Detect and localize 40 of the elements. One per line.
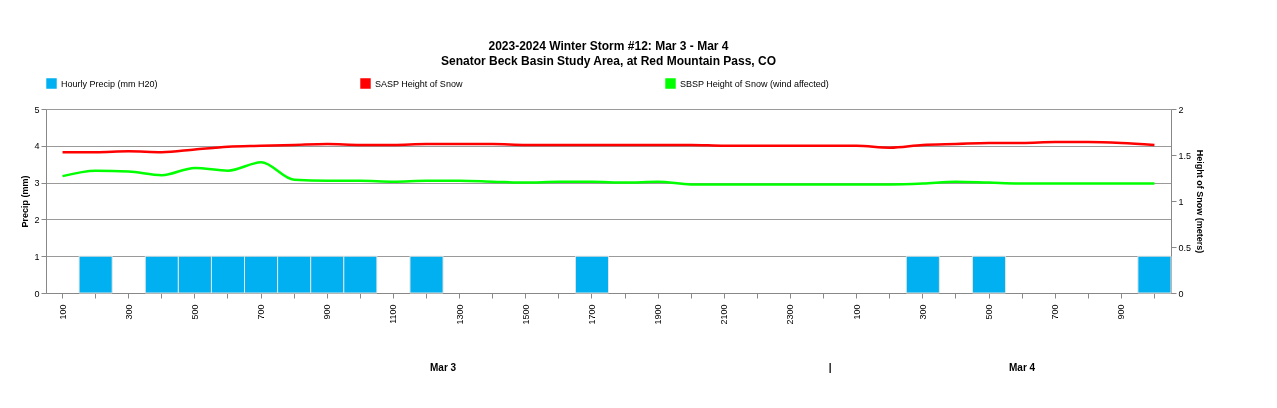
x-tick-label: 1300 bbox=[454, 304, 465, 325]
x-tick-label: 2100 bbox=[719, 304, 730, 325]
x-tick-label: 1900 bbox=[653, 304, 664, 325]
text: | bbox=[828, 362, 832, 373]
y-tick-label: 2 bbox=[34, 214, 40, 225]
y2-tick-label: 0 bbox=[1178, 288, 1184, 299]
line-series bbox=[61, 140, 1156, 154]
x-tick-label: 100 bbox=[57, 304, 68, 320]
x-tick-label: 500 bbox=[189, 304, 200, 320]
y-tick-label: 5 bbox=[34, 104, 40, 115]
x-tick-label: 1100 bbox=[388, 304, 399, 324]
x-tick-label: 900 bbox=[1116, 304, 1127, 320]
x-tick-label: 700 bbox=[1050, 304, 1061, 320]
y-tick-label: 0 bbox=[34, 288, 40, 299]
x-tick-label: 1500 bbox=[520, 304, 531, 325]
x-tick-label: 700 bbox=[256, 304, 267, 320]
y-tick-label: 3 bbox=[34, 178, 40, 189]
y2-tick-label: 2 bbox=[1178, 104, 1184, 115]
legend-label: SASP Height of Snow bbox=[375, 78, 463, 89]
y-axis-title: Precip (mm) bbox=[20, 175, 31, 228]
x-tick-label: 500 bbox=[984, 304, 995, 320]
legend-label: Hourly Precip (mm H20) bbox=[61, 78, 158, 89]
x-tick-label: 300 bbox=[917, 304, 928, 320]
x-tick-label: 100 bbox=[851, 304, 862, 320]
x-tick-label: 300 bbox=[123, 304, 134, 320]
x-tick-label: 900 bbox=[322, 304, 333, 320]
chart-subtitle: Senator Beck Basin Study Area, at Red Mountain Pass, CO bbox=[441, 54, 776, 68]
x-tick-label: 1700 bbox=[586, 304, 597, 325]
y-tick-label: 4 bbox=[34, 141, 40, 152]
legend-label: SBSP Height of Snow (wind affected) bbox=[680, 78, 829, 89]
text: Mar 4 bbox=[1009, 362, 1036, 373]
y2-tick-label: 1 bbox=[1178, 196, 1184, 207]
y2-axis-title: Height of Snow (meters) bbox=[1195, 149, 1206, 254]
chart-title: 2023-2024 Winter Storm #12: Mar 3 - Mar 4 bbox=[488, 39, 729, 53]
y2-tick-label: 0.5 bbox=[1178, 242, 1192, 253]
text: Mar 3 bbox=[430, 362, 457, 373]
x-tick-label: 2300 bbox=[785, 304, 796, 325]
y2-tick-label: 1.5 bbox=[1178, 150, 1192, 161]
line-series bbox=[61, 161, 1156, 186]
y-tick-label: 1 bbox=[34, 251, 40, 262]
